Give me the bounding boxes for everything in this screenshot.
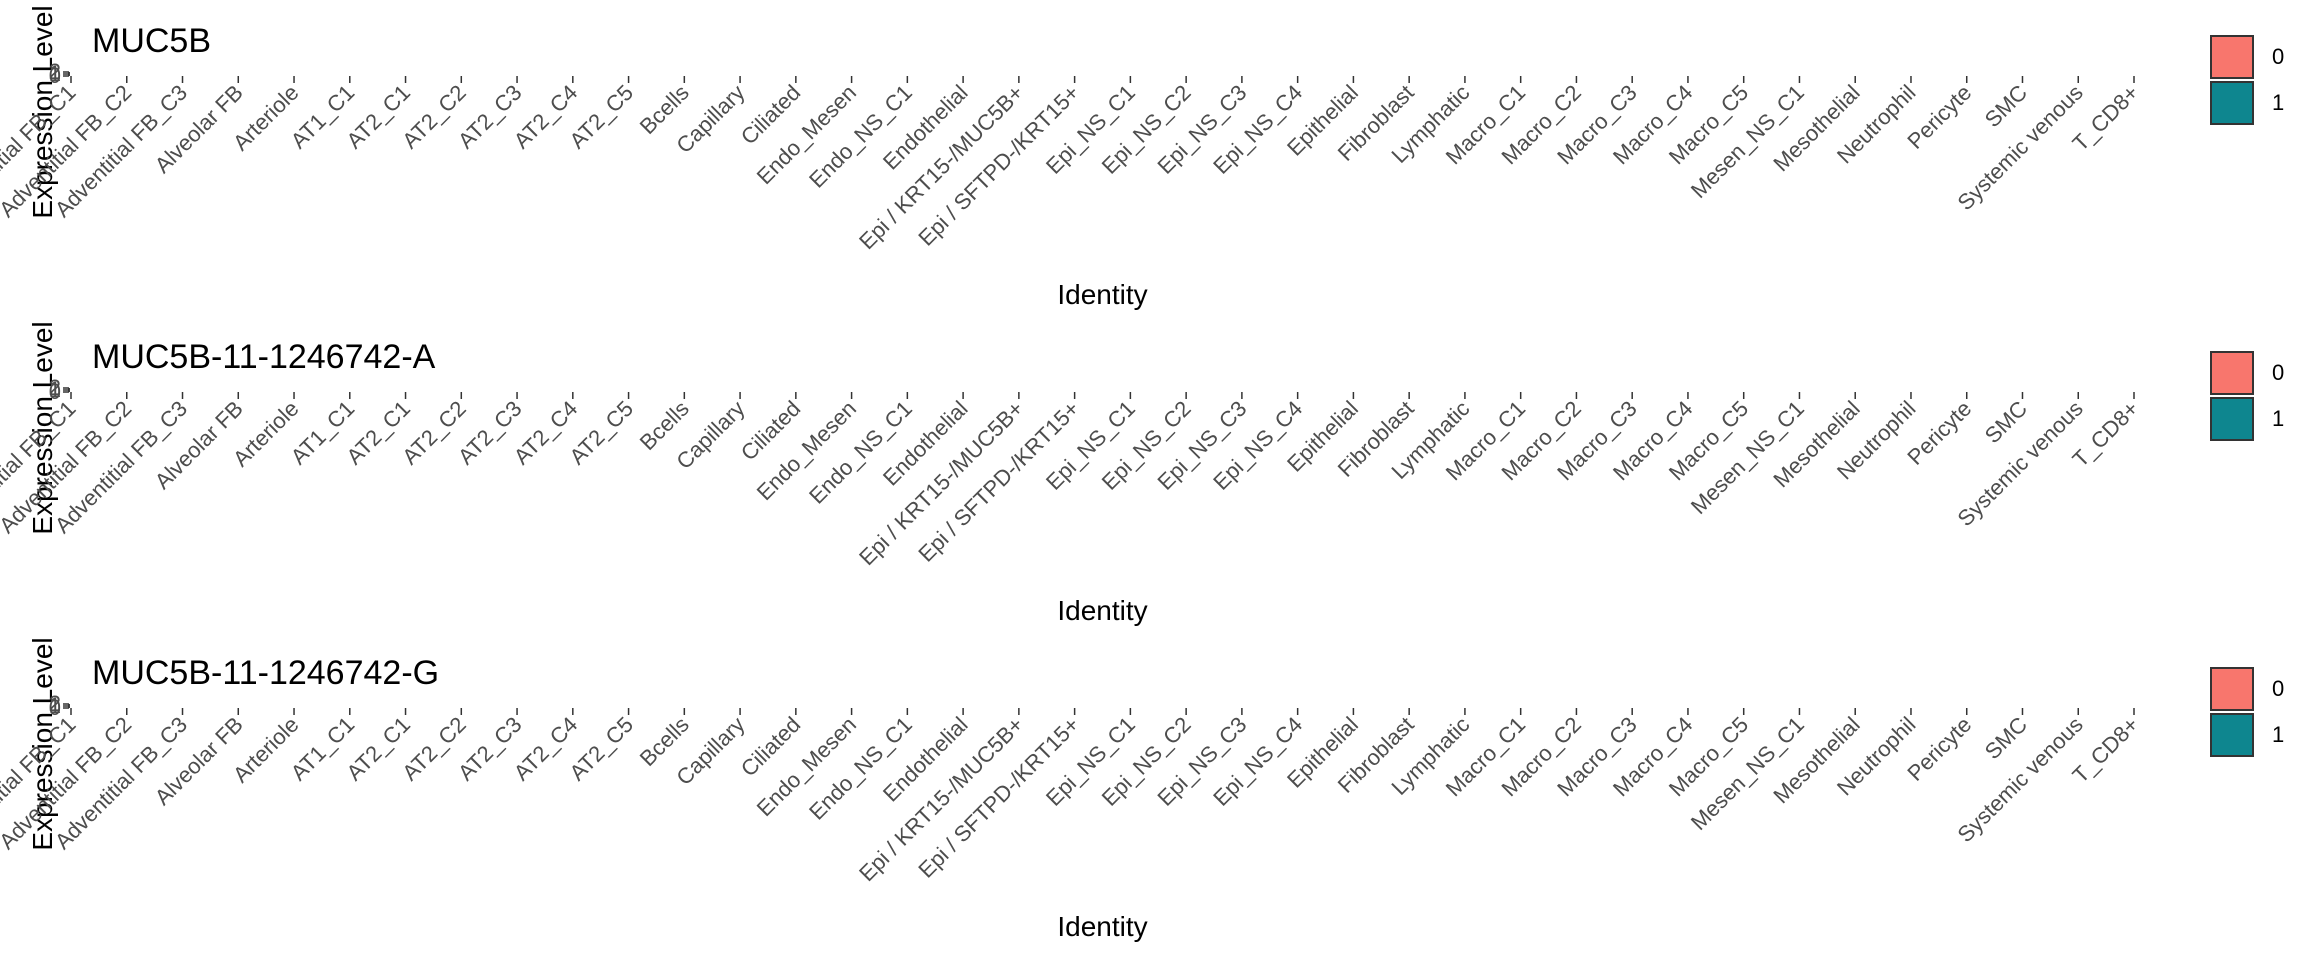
y-tick-label: 0 — [49, 379, 61, 404]
y-tick-label: 2 — [49, 59, 61, 84]
legend-key — [2210, 35, 2254, 79]
legend-key — [2210, 397, 2254, 441]
y-tick-label: 0 — [49, 695, 61, 720]
x-tick-label: SMC — [1980, 80, 2032, 132]
legend-key — [2210, 667, 2254, 711]
y-tick-label: 1 — [49, 377, 61, 402]
y-axis-label: Expression Level — [27, 637, 58, 850]
y-axis-label: Expression Level — [27, 5, 58, 218]
x-tick-label: SMC — [1980, 396, 2032, 448]
panel-title: MUC5B-11-1246742-G — [92, 654, 439, 692]
y-tick-label: 1 — [49, 693, 61, 718]
y-axis-label: Expression Level — [27, 321, 58, 534]
legend-key — [2210, 81, 2254, 125]
panel-title: MUC5B-11-1246742-A — [92, 338, 436, 376]
y-tick-label: 2 — [49, 375, 61, 400]
x-tick-label: SMC — [1980, 712, 2032, 764]
y-tick-label: 0 — [49, 63, 61, 88]
legend-key — [2210, 713, 2254, 757]
legend-label: 1 — [2272, 90, 2284, 115]
x-axis-label: Identity — [1057, 279, 1147, 310]
legend-key — [2210, 351, 2254, 395]
x-axis-label: Identity — [1057, 595, 1147, 626]
y-tick-label: 1 — [49, 61, 61, 86]
legend-label: 1 — [2272, 722, 2284, 747]
panel-title: MUC5B — [92, 22, 211, 60]
legend-label: 0 — [2272, 44, 2284, 69]
legend-label: 1 — [2272, 406, 2284, 431]
legend-label: 0 — [2272, 676, 2284, 701]
legend-label: 0 — [2272, 360, 2284, 385]
y-tick-label: 2 — [49, 691, 61, 716]
x-axis-label: Identity — [1057, 911, 1147, 942]
